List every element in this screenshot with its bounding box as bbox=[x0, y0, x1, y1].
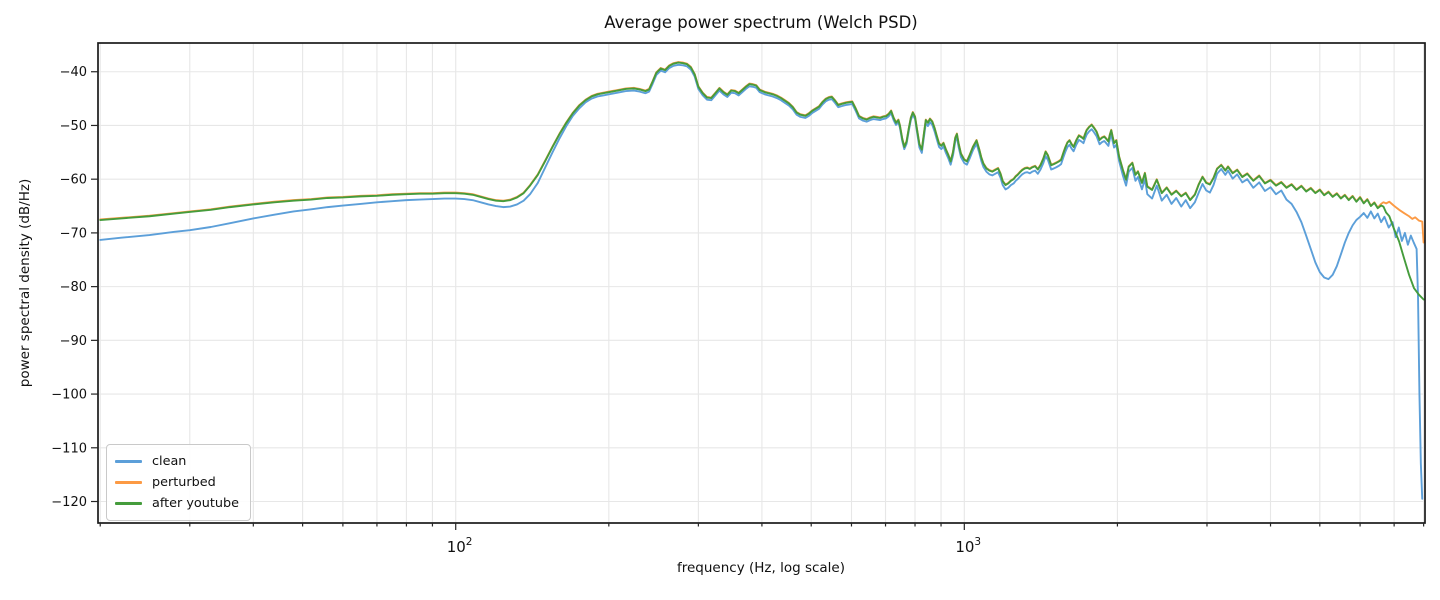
y-axis-label: power spectral density (dB/Hz) bbox=[17, 178, 33, 388]
x-axis-label: frequency (Hz, log scale) bbox=[676, 560, 846, 576]
y-tick-label: −120 bbox=[51, 495, 87, 510]
legend-label-after-youtube: after youtube bbox=[152, 496, 239, 511]
x-tick-label: 103 bbox=[955, 536, 981, 556]
legend-swatch-clean bbox=[115, 460, 142, 463]
series-clean bbox=[99, 63, 1424, 500]
y-tick-label: −100 bbox=[51, 388, 87, 403]
y-tick-label: −60 bbox=[60, 173, 87, 188]
legend: clean perturbed after youtube bbox=[106, 444, 251, 521]
y-tick-label: −50 bbox=[60, 119, 87, 134]
legend-item-perturbed: perturbed bbox=[115, 472, 239, 493]
x-tick-label: 102 bbox=[447, 536, 473, 556]
chart-title: Average power spectrum (Welch PSD) bbox=[604, 13, 918, 32]
legend-item-after-youtube: after youtube bbox=[115, 493, 239, 514]
grid bbox=[98, 43, 1425, 523]
series-lines bbox=[99, 61, 1425, 500]
legend-label-perturbed: perturbed bbox=[152, 475, 216, 490]
y-tick-label: −80 bbox=[60, 280, 87, 295]
y-tick-label: −40 bbox=[60, 65, 87, 80]
y-tick-label: −110 bbox=[51, 441, 87, 456]
legend-swatch-perturbed bbox=[115, 481, 142, 484]
y-tick-label: −70 bbox=[60, 226, 87, 241]
series-after-youtube bbox=[99, 61, 1425, 301]
legend-item-clean: clean bbox=[115, 451, 239, 472]
y-tick-label: −90 bbox=[60, 334, 87, 349]
tick-labels: −40 −50 −60 −70 −80 −90 −100 −110 −120 102 103 bbox=[51, 65, 981, 556]
legend-label-clean: clean bbox=[152, 454, 187, 469]
axis-ticks bbox=[91, 71, 1425, 530]
legend-swatch-after-youtube bbox=[115, 502, 142, 505]
